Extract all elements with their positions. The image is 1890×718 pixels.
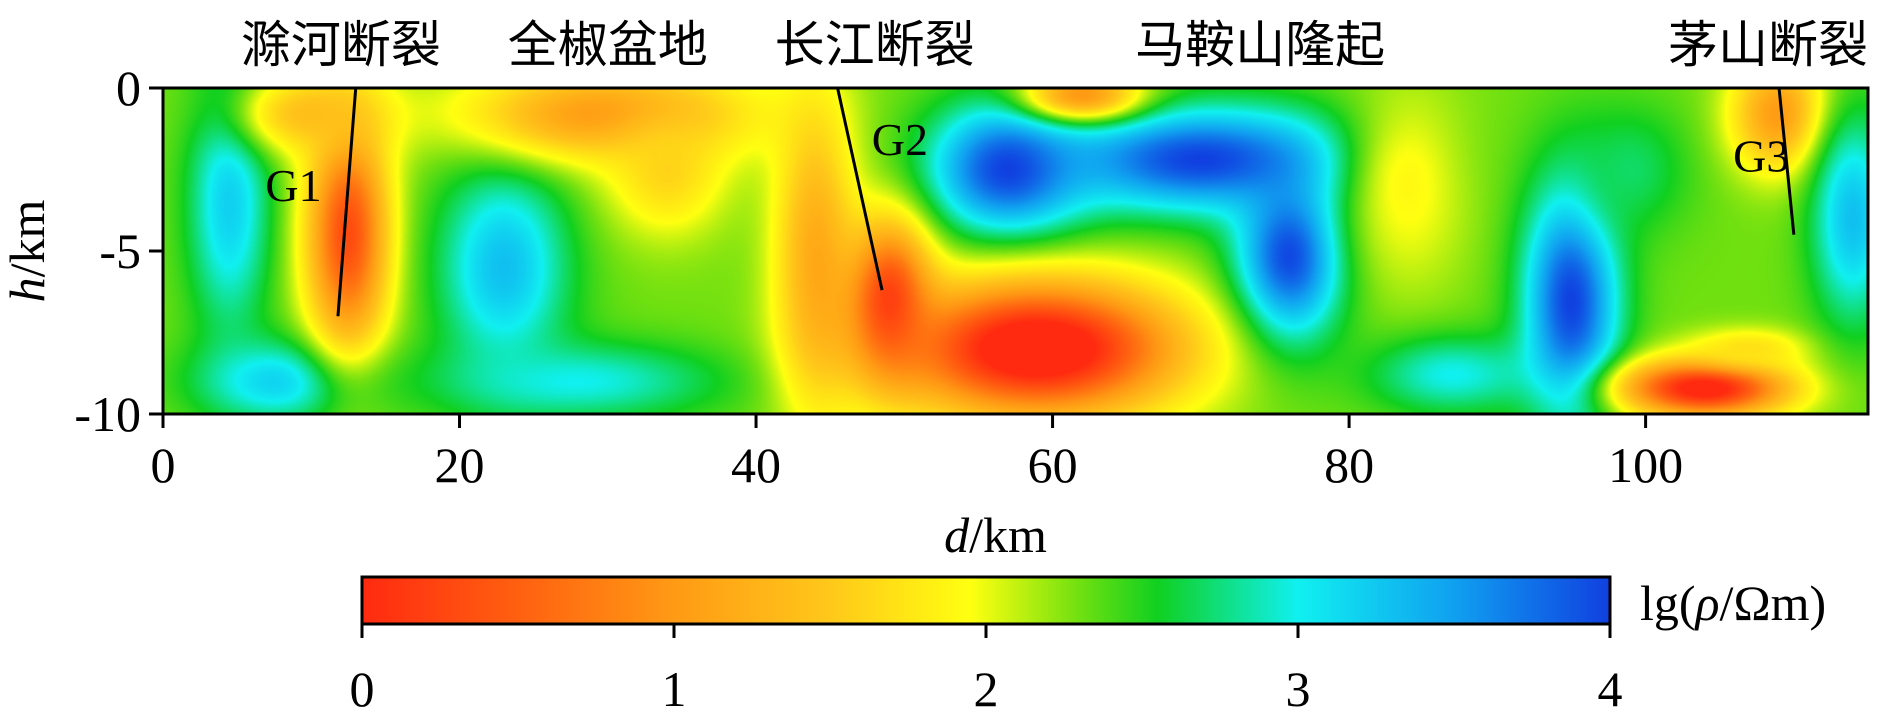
colorbar-tick-label: 1	[662, 661, 687, 717]
x-tick-label: 0	[151, 437, 176, 493]
x-tick-label: 80	[1324, 437, 1374, 493]
x-axis-unit: /km	[969, 507, 1047, 563]
fault-line	[336, 87, 358, 317]
y-axis-var: h	[0, 277, 55, 302]
resistivity-heatmap	[163, 88, 1868, 414]
colorbar-tick-label: 0	[350, 661, 375, 717]
colorbar-tick-label: 3	[1286, 661, 1311, 717]
x-tick-label: 20	[435, 437, 485, 493]
x-tick-label: 60	[1028, 437, 1078, 493]
region-label: 全椒盆地	[508, 16, 708, 74]
top-region-labels: 滁河断裂 全椒盆地 长江断裂 马鞍山隆起 茅山断裂	[241, 16, 1868, 74]
colorbar-label-symbol: ρ	[1694, 575, 1720, 631]
region-label: 马鞍山隆起	[1135, 16, 1385, 74]
colorbar-tick-label: 4	[1598, 661, 1623, 717]
y-tick-label: -10	[74, 386, 141, 442]
region-label: 茅山断裂	[1668, 16, 1868, 74]
y-tick-label: -5	[99, 223, 141, 279]
colorbar-label: lg(ρ/Ωm)	[1640, 575, 1826, 631]
y-axis-unit: /km	[0, 200, 55, 278]
plot-area	[161, 86, 1870, 416]
x-axis-var: d	[944, 507, 970, 563]
colorbar-tick-label: 2	[974, 661, 999, 717]
colorbar: 0 1 2 3 4 lg(ρ/Ωm)	[350, 575, 1827, 717]
colorbar-bar	[360, 575, 1612, 626]
x-axis-title: d/km	[944, 507, 1047, 563]
fault-lines: G1 G2 G3	[265, 87, 1796, 317]
fault-label: G3	[1733, 130, 1789, 181]
y-axis-title: h/km	[0, 200, 55, 303]
region-label: 长江断裂	[775, 16, 975, 74]
colorbar-label-prefix: lg(	[1640, 575, 1696, 631]
x-tick-label: 40	[731, 437, 781, 493]
fault-label: G2	[872, 114, 928, 165]
fault-label: G1	[265, 160, 321, 211]
x-tick-label: 100	[1608, 437, 1683, 493]
y-tick-label: 0	[116, 60, 141, 116]
region-label: 滁河断裂	[241, 16, 441, 74]
colorbar-label-suffix: /Ωm)	[1720, 575, 1827, 631]
fault-line	[836, 87, 884, 291]
fault-line	[1777, 87, 1796, 235]
